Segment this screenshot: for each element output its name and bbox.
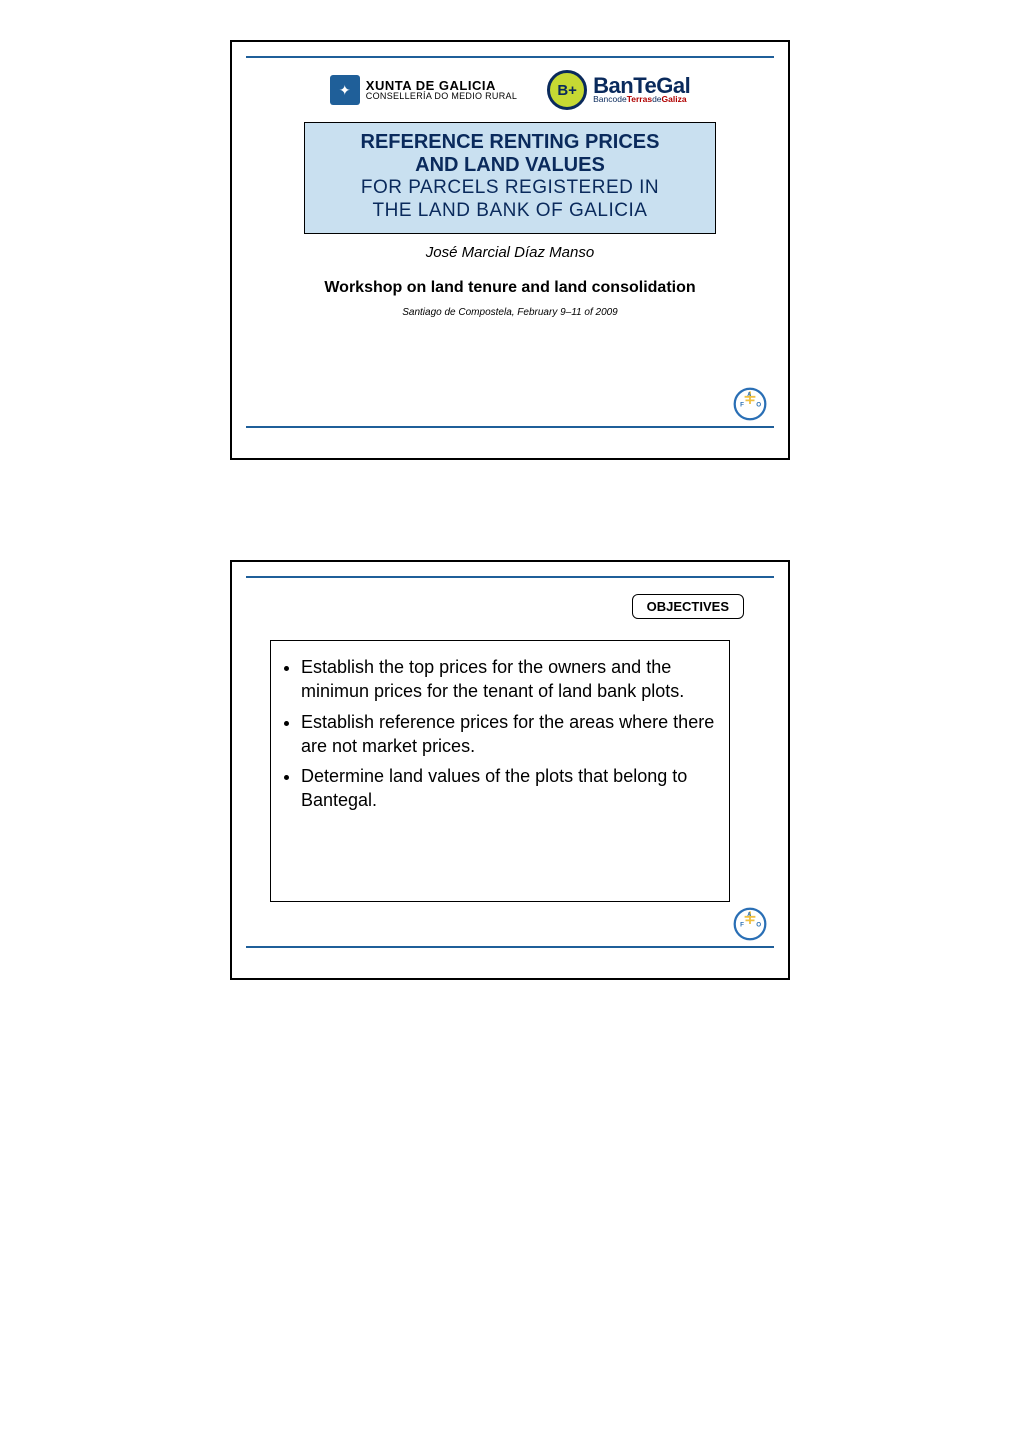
svg-text:A: A <box>747 912 751 918</box>
fao-logo-icon: F O A <box>732 906 768 942</box>
bantegal-text: BanTeGal BancodeTerrasdeGaliza <box>593 77 690 103</box>
slide-inner: ✦ XUNTA DE GALICIA CONSELLERÍA DO MEDIO … <box>246 56 774 428</box>
svg-text:O: O <box>756 402 761 409</box>
slide-1: ✦ XUNTA DE GALICIA CONSELLERÍA DO MEDIO … <box>230 40 790 460</box>
svg-text:A: A <box>747 392 751 398</box>
logo-xunta: ✦ XUNTA DE GALICIA CONSELLERÍA DO MEDIO … <box>330 75 517 105</box>
slide-inner: OBJECTIVES Establish the top prices for … <box>246 576 774 948</box>
title-plain-1: FOR PARCELS REGISTERED IN <box>313 177 707 200</box>
xunta-line2: CONSELLERÍA DO MEDIO RURAL <box>366 92 517 101</box>
workshop-title: Workshop on land tenure and land consoli… <box>246 279 774 297</box>
objectives-box: Establish the top prices for the owners … <box>270 640 730 902</box>
list-item: Determine land values of the plots that … <box>301 764 717 813</box>
slide-2: OBJECTIVES Establish the top prices for … <box>230 560 790 980</box>
section-tab: OBJECTIVES <box>632 594 744 619</box>
title-bold-1: REFERENCE RENTING PRICES <box>313 131 707 154</box>
logos-row: ✦ XUNTA DE GALICIA CONSELLERÍA DO MEDIO … <box>246 58 774 118</box>
svg-text:F: F <box>740 922 744 929</box>
title-plain-2: THE LAND BANK OF GALICIA <box>313 200 707 223</box>
fao-logo-icon: F O A <box>732 386 768 422</box>
bantegal-subtitle: BancodeTerrasdeGaliza <box>593 96 690 103</box>
xunta-text: XUNTA DE GALICIA CONSELLERÍA DO MEDIO RU… <box>366 79 517 101</box>
list-item: Establish the top prices for the owners … <box>301 655 717 704</box>
list-item: Establish reference prices for the areas… <box>301 710 717 759</box>
bplus-icon: B+ <box>547 70 587 110</box>
place-date: Santiago de Compostela, February 9–11 of… <box>246 307 774 318</box>
title-bold-2: AND LAND VALUES <box>313 154 707 177</box>
author: José Marcial Díaz Manso <box>246 244 774 261</box>
svg-text:F: F <box>740 402 744 409</box>
xunta-icon: ✦ <box>330 75 360 105</box>
objectives-list: Establish the top prices for the owners … <box>283 655 717 813</box>
svg-text:O: O <box>756 922 761 929</box>
logo-bantegal: B+ BanTeGal BancodeTerrasdeGaliza <box>547 70 690 110</box>
title-box: REFERENCE RENTING PRICES AND LAND VALUES… <box>304 122 716 234</box>
